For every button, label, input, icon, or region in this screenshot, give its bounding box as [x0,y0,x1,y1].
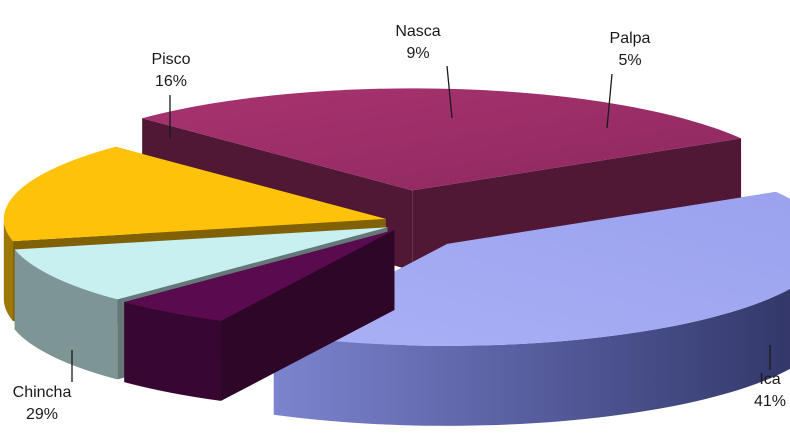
label-chincha-name: Chincha [13,384,72,401]
slice-ica-side-0 [273,288,790,426]
label-nasca-percent: 9% [406,45,429,62]
slice-palpa-top [124,230,395,321]
label-nasca-name: Nasca [395,23,440,40]
slice-nasca-side-0 [14,249,118,380]
connector-palpa [606,73,613,129]
label-ica-name: Ica [759,371,780,388]
slice-nasca-top [14,227,388,300]
connector-nasca [446,65,453,119]
label-ica-percent: 41% [754,393,786,410]
slice-ica [273,191,790,426]
label-palpa-name: Palpa [610,30,651,47]
label-chincha-percent: 29% [26,406,58,423]
label-palpa-percent: 5% [618,52,641,69]
label-pisco-percent: 16% [155,73,187,90]
slice-chincha-top [142,88,742,191]
slice-pisco-side-0 [3,218,13,322]
slice-ica-top [273,191,790,346]
slice-pisco-top [3,146,386,242]
slice-palpa [124,230,395,401]
slice-palpa-side-0 [124,302,221,401]
label-pisco-name: Pisco [151,51,190,68]
